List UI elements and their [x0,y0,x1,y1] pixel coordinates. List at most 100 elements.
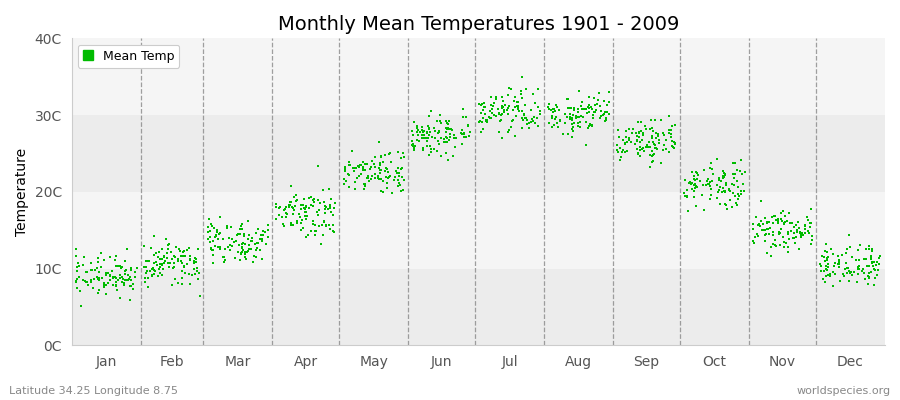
Point [774,226,788,232]
Point [191,276,205,282]
Point [719,182,733,188]
Point [297,195,311,202]
Point [108,263,122,270]
Point [580,110,594,116]
Point [415,135,429,142]
Point [84,260,98,266]
Point [482,114,497,121]
Point [148,259,163,265]
Point [201,228,215,235]
Point [647,140,662,147]
Point [302,205,316,211]
Point [628,140,643,147]
Point [856,266,870,272]
Point [205,252,220,259]
Point [232,257,247,263]
Point [677,190,691,196]
Point [765,213,779,220]
Point [593,108,608,115]
Point [346,165,360,171]
Point [867,282,881,288]
Point [598,108,612,115]
Point [348,186,363,192]
Point [716,185,731,191]
Point [122,272,136,278]
Point [476,115,491,122]
Point [396,187,410,193]
Point [850,264,865,271]
Bar [72,38,885,115]
Point [842,278,856,284]
Point [144,272,158,278]
Point [788,234,803,240]
Point [745,238,760,244]
Point [644,134,659,141]
Point [191,246,205,252]
Point [176,249,190,255]
Point [494,135,508,142]
Point [487,112,501,118]
Point [519,120,534,127]
Point [232,226,247,232]
Point [144,272,158,279]
Point [710,189,724,196]
Point [406,141,420,147]
Point [165,256,179,262]
Point [770,218,785,224]
Point [356,186,371,192]
Point [337,176,351,182]
Point [155,260,169,267]
Point [113,294,128,301]
Point [99,282,113,288]
Point [425,134,439,140]
Point [284,220,298,226]
Point [710,156,724,162]
Point [746,226,760,232]
Point [202,224,216,230]
Point [206,225,220,231]
Point [408,142,422,149]
Point [410,127,425,133]
Point [434,120,448,126]
Point [748,234,762,240]
Point [152,249,166,256]
Point [637,122,652,129]
Point [358,161,373,167]
Point [805,232,819,239]
Point [158,258,173,264]
Point [422,125,436,131]
Point [424,146,438,152]
Point [662,130,677,136]
Point [203,228,218,234]
Point [592,115,607,121]
Point [560,96,574,102]
Point [489,96,503,103]
Point [542,120,556,126]
Point [500,92,515,98]
Point [634,128,648,134]
Point [803,224,817,230]
Point [572,88,586,94]
Point [121,277,135,283]
Point [302,195,317,202]
Point [783,220,797,226]
Point [234,241,248,247]
Point [159,236,174,242]
Point [115,274,130,280]
Point [69,246,84,252]
Point [769,242,783,248]
Point [116,276,130,282]
Point [208,234,222,240]
Point [616,136,630,143]
Point [235,221,249,228]
Point [561,131,575,137]
Point [414,124,428,130]
Point [530,115,544,121]
Point [374,176,389,182]
Point [752,221,766,228]
Point [778,219,792,225]
Point [70,285,85,291]
Point [825,250,840,257]
Point [438,125,453,131]
Point [551,123,565,130]
